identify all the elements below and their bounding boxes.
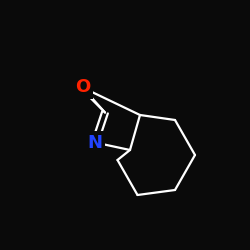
Text: N: N xyxy=(88,134,102,152)
Text: O: O xyxy=(75,78,90,96)
